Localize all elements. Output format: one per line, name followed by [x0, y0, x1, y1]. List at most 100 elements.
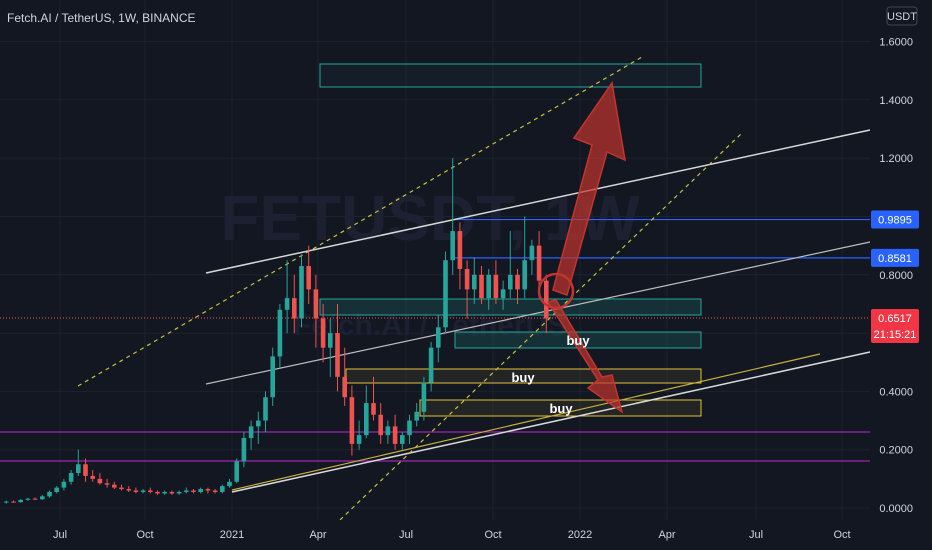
candle-body: [126, 489, 131, 491]
candle: [248, 420, 254, 450]
candle-body: [392, 426, 398, 444]
channel-middle-line: [205, 241, 871, 385]
candle-body: [515, 274, 520, 290]
candle: [25, 497, 31, 501]
candle-body: [256, 420, 261, 427]
countdown-label: 21:15:21: [874, 329, 917, 341]
arrows: [537, 81, 626, 414]
candle: [119, 484, 124, 491]
y-tick-label: 0.8000: [879, 270, 913, 282]
grid: [0, 0, 870, 520]
candle: [270, 347, 275, 406]
candle-body: [104, 483, 110, 485]
candle-body: [464, 268, 470, 290]
candle-body: [493, 274, 499, 299]
candle: [493, 260, 499, 304]
price-badge-bg: [871, 248, 919, 267]
candle-body: [450, 231, 455, 261]
buy-label: buy: [566, 333, 590, 348]
candle: [306, 245, 311, 304]
candle-body: [119, 487, 124, 490]
candle: [263, 391, 268, 433]
candle: [450, 158, 455, 275]
candle-body: [191, 490, 196, 492]
price-badge-label: 0.8581: [878, 253, 912, 265]
x-tick-label: Oct: [484, 529, 501, 541]
candle: [284, 260, 290, 334]
candle-body: [536, 245, 542, 281]
candle: [364, 385, 369, 439]
dashed-lower-line: [339, 132, 743, 521]
candle-body: [220, 486, 225, 492]
candle: [522, 216, 527, 299]
buy-label: buy: [511, 370, 535, 385]
candle-body: [61, 481, 67, 488]
candle: [292, 274, 297, 334]
trend-lines: [0, 56, 871, 521]
currency-button[interactable]: [886, 6, 918, 26]
candle: [227, 478, 232, 488]
candle: [18, 499, 23, 503]
candle: [126, 486, 131, 492]
candle-body: [335, 333, 340, 377]
candle-body: [371, 403, 376, 415]
candle-body: [263, 397, 268, 421]
candle-body: [342, 376, 347, 398]
candle: [205, 487, 211, 494]
candle-body: [18, 499, 23, 503]
candle-body: [407, 420, 412, 436]
candle: [83, 458, 88, 482]
candle-body: [421, 382, 427, 412]
candle: [421, 376, 427, 421]
y-tick-label: 0.2000: [879, 445, 913, 457]
candle-body: [349, 397, 355, 444]
candle-body: [400, 435, 405, 444]
candle-body: [328, 333, 333, 348]
x-tick-label: Apr: [309, 529, 326, 541]
candle: [191, 489, 196, 494]
candle-body: [385, 426, 391, 436]
candle: [133, 487, 139, 494]
candle-body: [112, 484, 117, 488]
candle: [328, 318, 333, 377]
candle-body: [277, 309, 283, 357]
candle: [371, 376, 376, 421]
candle: [400, 432, 405, 450]
y-tick-label: 0.0000: [879, 503, 913, 515]
channel-upper-line: [205, 129, 871, 274]
candle: [104, 478, 110, 488]
x-tick-label: Jul: [749, 529, 763, 541]
candle: [148, 487, 153, 494]
x-tick-label: Jul: [53, 529, 67, 541]
candle: [234, 458, 239, 484]
candle-body: [11, 501, 16, 503]
candle-body: [443, 260, 448, 328]
candle: [472, 257, 477, 304]
candle-body: [248, 426, 254, 439]
candle-body: [241, 438, 247, 462]
candle: [356, 420, 362, 450]
y-tick-label: 1.2000: [879, 153, 913, 165]
candle: [385, 420, 391, 444]
candle-body: [68, 473, 74, 482]
y-tick-label: 0.4000: [879, 386, 913, 398]
current-price-label: 0.6517: [878, 313, 912, 325]
candle-body: [155, 491, 160, 494]
candle: [169, 490, 175, 495]
candle-body: [436, 327, 441, 348]
candle: [97, 473, 103, 485]
candle-body: [313, 289, 319, 319]
arrow-up: [552, 81, 626, 296]
candle-body: [364, 403, 369, 436]
candle-body: [270, 356, 275, 398]
candle-body: [205, 489, 211, 491]
candle-body: [227, 481, 232, 487]
candle-body: [522, 260, 527, 290]
x-tick-label: Apr: [658, 529, 675, 541]
candle-body: [428, 347, 434, 383]
price-badge-bg: [871, 210, 919, 229]
candle-body: [486, 274, 491, 299]
zone-mid: [319, 298, 702, 316]
